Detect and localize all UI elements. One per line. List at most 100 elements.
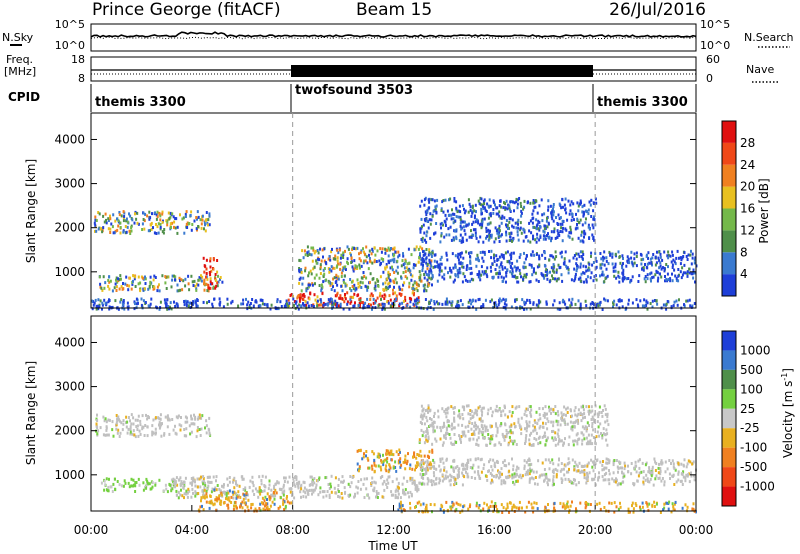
scatter-cell	[522, 277, 525, 281]
scatter-cell	[536, 265, 539, 269]
scatter-cell	[568, 510, 570, 514]
scatter-cell	[327, 257, 330, 261]
scatter-cell	[578, 202, 581, 206]
scatter-cell	[408, 495, 411, 499]
scatter-cell	[544, 237, 547, 241]
scatter-cell	[537, 418, 540, 422]
scatter-cell	[251, 489, 254, 493]
scatter-cell	[367, 267, 370, 271]
scatter-cell	[397, 489, 400, 493]
scatter-cell	[456, 304, 459, 308]
scatter-cell	[447, 419, 450, 423]
scatter-cell	[591, 442, 594, 446]
scatter-cell	[576, 464, 579, 468]
scatter-cell	[128, 284, 131, 288]
scatter-cell	[605, 461, 608, 465]
scatter-cell	[515, 267, 518, 271]
scatter-cell	[228, 489, 231, 493]
scatter-cell	[534, 482, 536, 486]
scatter-cell	[494, 203, 496, 207]
scatter-cell	[133, 307, 136, 311]
scatter-cell	[203, 227, 205, 231]
scatter-cell	[354, 288, 357, 292]
scatter-cell	[508, 217, 511, 221]
scatter-cell	[404, 492, 407, 496]
scatter-cell	[511, 411, 514, 414]
scatter-cell	[581, 250, 584, 254]
scatter-cell	[457, 502, 460, 506]
scatter-cell	[197, 278, 200, 282]
scatter-cell	[137, 477, 140, 481]
colorbar-swatch	[722, 186, 736, 209]
scatter-cell	[159, 222, 162, 226]
scatter-cell	[572, 256, 575, 260]
scatter-cell	[467, 412, 470, 416]
scatter-cell	[646, 277, 649, 281]
scatter-cell	[557, 435, 560, 438]
scatter-cell	[489, 204, 492, 208]
scatter-cell	[649, 477, 652, 481]
scatter-cell	[215, 475, 218, 479]
scatter-cell	[669, 279, 672, 283]
scatter-cell	[555, 279, 558, 283]
scatter-cell	[298, 268, 301, 272]
scatter-cell	[390, 449, 393, 453]
scatter-cell	[508, 510, 510, 514]
scatter-cell	[686, 274, 689, 278]
scatter-cell	[579, 250, 582, 254]
scatter-cell	[431, 448, 434, 452]
scatter-cell	[158, 283, 160, 287]
scatter-cell	[203, 270, 206, 274]
scatter-cell	[356, 449, 359, 453]
scatter-cell	[444, 436, 447, 440]
scatter-cell	[591, 233, 594, 237]
scatter-cell	[382, 270, 385, 274]
scatter-cell	[145, 477, 148, 481]
scatter-cell	[454, 229, 457, 233]
scatter-cell	[433, 429, 436, 433]
scatter-cell	[390, 458, 393, 462]
scatter-cell	[128, 212, 130, 216]
scatter-cell	[468, 420, 471, 424]
scatter-cell	[203, 486, 206, 490]
scatter-cell	[477, 506, 480, 510]
scatter-cell	[190, 274, 193, 278]
scatter-cell	[687, 473, 690, 477]
scatter-cell	[108, 477, 110, 481]
scatter-cell	[556, 432, 559, 436]
scatter-cell	[286, 500, 289, 504]
scatter-cell	[614, 252, 617, 256]
scatter-cell	[159, 413, 162, 417]
scatter-cell	[572, 481, 575, 485]
scatter-cell	[202, 256, 205, 260]
scatter-cell	[393, 253, 396, 257]
scatter-cell	[125, 219, 128, 223]
scatter-cell	[412, 302, 415, 306]
scatter-cell	[643, 277, 646, 281]
scatter-cell	[459, 224, 462, 228]
scatter-cell	[453, 419, 456, 423]
scatter-cell	[693, 302, 696, 305]
scatter-cell	[164, 301, 167, 305]
scatter-cell	[298, 480, 301, 484]
scatter-cell	[388, 451, 390, 455]
scatter-cell	[474, 220, 477, 224]
scatter-cell	[528, 442, 531, 446]
scatter-cell	[259, 508, 262, 512]
scatter-cell	[502, 254, 505, 258]
scatter-cell	[472, 220, 475, 224]
scatter-cell	[554, 443, 557, 447]
scatter-cell	[456, 255, 459, 259]
scatter-cell	[283, 480, 286, 483]
scatter-cell	[690, 471, 692, 475]
scatter-cell	[559, 439, 562, 443]
scatter-cell	[471, 206, 474, 210]
scatter-cell	[358, 465, 361, 469]
scatter-cell	[668, 459, 671, 462]
scatter-cell	[581, 256, 584, 260]
scatter-cell	[412, 263, 415, 267]
scatter-cell	[574, 275, 577, 279]
scatter-cell	[142, 488, 145, 492]
scatter-cell	[101, 230, 104, 234]
scatter-cell	[221, 484, 223, 488]
